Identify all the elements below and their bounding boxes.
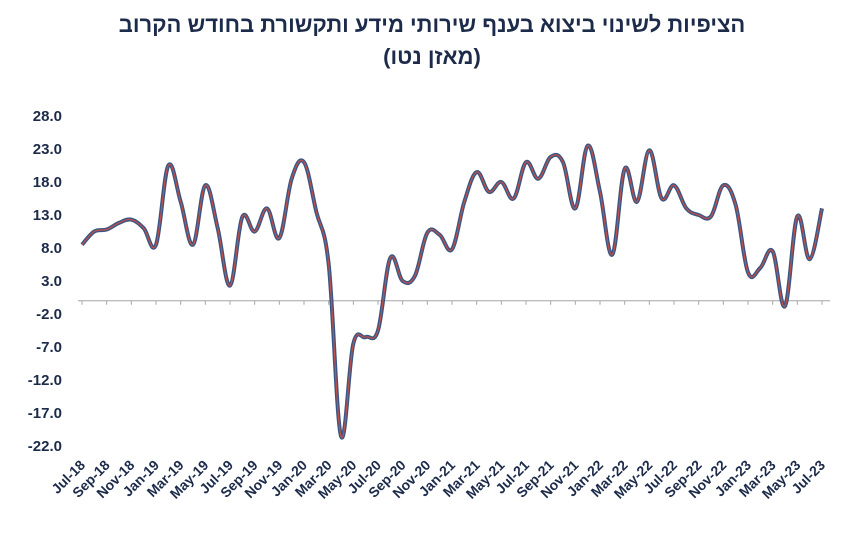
chart-title: הציפיות לשינוי ביצוא בענף שירותי מידע ות… <box>118 12 746 37</box>
series-lines <box>80 143 824 440</box>
y-tick-label: 18.0 <box>33 174 62 191</box>
y-tick-label: 13.0 <box>33 207 62 224</box>
x-axis-ticks: Jul-18Sep-18Nov-18Jan-19Mar-19May-19Jul-… <box>48 300 828 502</box>
y-tick-label: -17.0 <box>28 405 62 422</box>
y-tick-label: 28.0 <box>33 108 62 125</box>
y-tick-label: 3.0 <box>41 273 62 290</box>
chart-subtitle: (מאזן נטו) <box>383 44 481 69</box>
series-line-highlight <box>81 145 823 439</box>
y-tick-label: -22.0 <box>28 438 62 455</box>
y-tick-label: 8.0 <box>41 240 62 257</box>
y-tick-label: -2.0 <box>36 306 62 323</box>
series-line <box>80 143 824 440</box>
y-tick-label: 23.0 <box>33 141 62 158</box>
y-tick-label: -7.0 <box>36 339 62 356</box>
y-axis-ticks: 28.0 23.0 18.0 13.0 8.0 3.0 -2.0 -7.0 -12.0 -17.0… <box>28 108 62 455</box>
y-tick-label: -12.0 <box>28 372 62 389</box>
